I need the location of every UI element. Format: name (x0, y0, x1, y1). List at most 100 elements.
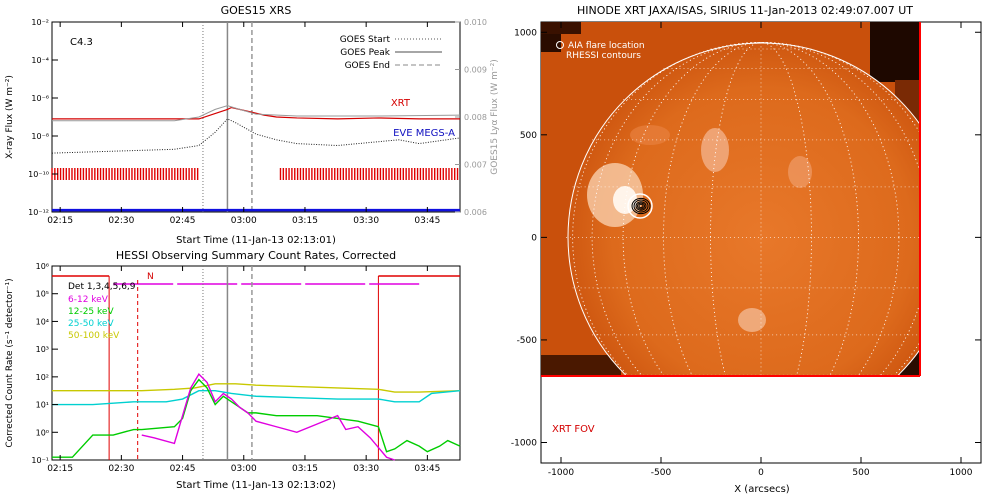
hessi-xtick-label: 03:30 (353, 464, 379, 474)
goes-ytick-label: 10⁻⁸ (31, 132, 49, 141)
goes-series-lya (52, 105, 461, 122)
legend-goes-peak: GOES Peak (340, 48, 390, 58)
rhessi-contour (637, 202, 645, 210)
bright-region-east (788, 156, 812, 188)
goes-ylabel: X-ray Flux (W m⁻²) (5, 75, 15, 159)
goes-ytick-label: 10⁻⁴ (31, 56, 49, 65)
goes-xtick-label: 03:30 (353, 216, 379, 226)
grid-meridian (710, 42, 812, 376)
hessi-xtick-label: 02:15 (47, 464, 73, 474)
legend-aia-flare-location: AIA flare location (568, 41, 645, 51)
goes-title: GOES15 XRS (221, 4, 292, 17)
hessi-ytick-label: 10⁵ (36, 290, 49, 299)
goes-ytick-label: 10⁻¹² (28, 208, 49, 217)
goes-yright-tick-label: 0.010 (464, 18, 487, 27)
goes-panel: GOES15 XRS 02:15 02:30 02:45 03:00 03:15 03:3… (5, 4, 500, 246)
xrt-image (541, 22, 920, 376)
legend-50-100: 50-100 keV (68, 331, 120, 341)
goes-xtick-label: 02:15 (47, 216, 73, 226)
hessi-plot-frame (51, 265, 461, 461)
hessi-series-6-12-kev (141, 372, 395, 461)
goes-xtick-label: 02:30 (108, 216, 134, 226)
hessi-detectors: Det 1,3,4,5,6,9 (68, 282, 136, 292)
goes-xtick-label: 02:45 (170, 216, 196, 226)
goes-plot-frame (51, 21, 461, 213)
goes-series-xrt (52, 106, 460, 120)
goes-xtick-label: 03:15 (292, 216, 318, 226)
goes-series-eve-megs-a (51, 118, 461, 154)
rhessi-contours (631, 197, 651, 215)
hessi-xtick-label: 03:45 (414, 464, 440, 474)
legend-6-12: 6-12 keV (68, 295, 109, 305)
goes-eve-label: EVE MEGS-A (393, 128, 455, 139)
hessi-data-layer (52, 266, 461, 461)
hessi-ytick-label: 10⁻¹ (31, 456, 49, 465)
goes-flare-class: C4.3 (70, 37, 93, 48)
goes-ylabel-right: GOES15 Lyα Flux (W m⁻²) (490, 59, 500, 175)
rhessi-contour (638, 203, 644, 209)
goes-yright-tick-label: 0.007 (464, 161, 487, 170)
bright-region-north (701, 128, 729, 172)
xrt-panel: HINODE XRT JAXA/ISAS, SIRIUS 11-Jan-2013… (511, 4, 982, 495)
xrt-title: HINODE XRT JAXA/ISAS, SIRIUS 11-Jan-2013… (577, 4, 913, 17)
goes-ytick-label: 10⁻¹⁰ (28, 170, 49, 179)
hessi-xlabel: Start Time (11-Jan-13 02:13:02) (176, 480, 336, 491)
goes-yright-tick-label: 0.008 (464, 113, 487, 122)
xrt-ytick-label: -500 (517, 336, 538, 346)
xrt-ytick-label: -1000 (511, 438, 537, 448)
legend-rhessi-contours: RHESSI contours (566, 51, 641, 61)
xrt-axes: -1000 -500 0 500 1000 -1000 -500 0 500 1000 (511, 22, 981, 478)
heliographic-grid (566, 42, 920, 376)
goes-legend: GOES Start GOES Peak GOES End (340, 35, 442, 71)
hessi-xtick-label: 02:45 (170, 464, 196, 474)
xrt-xlabel: X (arcsecs) (734, 484, 790, 495)
xrt-xtick-label: -1000 (548, 468, 574, 478)
solar-limb (567, 42, 920, 376)
legend-goes-start: GOES Start (340, 35, 391, 45)
goes-data-layer (51, 22, 461, 212)
goes-xrt-label: XRT (391, 98, 411, 109)
rhessi-contour (631, 197, 651, 215)
bright-region-south (738, 308, 766, 332)
hessi-xtick-label: 03:00 (231, 464, 257, 474)
aia-legend-marker (556, 41, 564, 49)
xrt-xtick-label: -500 (651, 468, 672, 478)
bright-region-nw (630, 125, 670, 145)
legend-goes-end: GOES End (345, 61, 390, 71)
hessi-ytick-label: 10² (36, 373, 49, 382)
goes-yright-tick-label: 0.009 (464, 66, 487, 75)
hessi-ytick-label: 10¹ (36, 401, 49, 410)
rhessi-contour (635, 201, 647, 211)
legend-12-25: 12-25 keV (68, 307, 114, 317)
xrt-ytick-label: 0 (531, 233, 537, 243)
grid-meridian (591, 42, 920, 376)
hessi-xtick-label: 03:15 (292, 464, 318, 474)
aia-flare-location-circle (627, 193, 653, 219)
xrt-xtick-label: 500 (852, 468, 869, 478)
xrt-dark-corner-topright (870, 22, 920, 82)
goes-ytick-label: 10⁻² (31, 18, 49, 27)
legend-25-50: 25-50 keV (68, 319, 114, 329)
xrt-dark-corner-bottomleft (541, 355, 621, 376)
hessi-ylabel: Corrected Count Rate (s⁻¹ detector⁻¹) (5, 278, 15, 447)
hessi-series-25-50-kev (52, 390, 461, 406)
hessi-ytick-label: 10³ (36, 345, 49, 354)
xrt-fov-label: XRT FOV (552, 424, 595, 435)
goes-axes: 02:15 02:30 02:45 03:00 03:15 03:30 03:45 10⁻¹²… (28, 18, 487, 226)
xrt-xtick-label: 0 (758, 468, 764, 478)
hessi-legend: Det 1,3,4,5,6,9 6-12 keV 12-25 keV 25-50… (68, 282, 136, 341)
goes-yright-tick-label: 0.006 (464, 208, 487, 217)
hessi-title: HESSI Observing Summary Count Rates, Cor… (116, 249, 396, 262)
goes-xtick-label: 03:45 (414, 216, 440, 226)
goes-xlabel: Start Time (11-Jan-13 02:13:01) (176, 235, 336, 246)
hessi-axes: 02:15 02:30 02:45 03:00 03:15 03:30 03:45 10⁻¹ 1… (31, 262, 440, 474)
hessi-series-50-100-kev (52, 383, 461, 393)
xrt-ytick-label: 500 (520, 131, 537, 141)
hessi-ytick-label: 10⁶ (36, 262, 49, 271)
hessi-panel: HESSI Observing Summary Count Rates, Cor… (5, 249, 461, 491)
hessi-night-label: N (147, 272, 154, 282)
xrt-ytick-label: 1000 (514, 28, 537, 38)
hessi-xtick-label: 02:30 (108, 464, 134, 474)
goes-xtick-label: 03:00 (231, 216, 257, 226)
